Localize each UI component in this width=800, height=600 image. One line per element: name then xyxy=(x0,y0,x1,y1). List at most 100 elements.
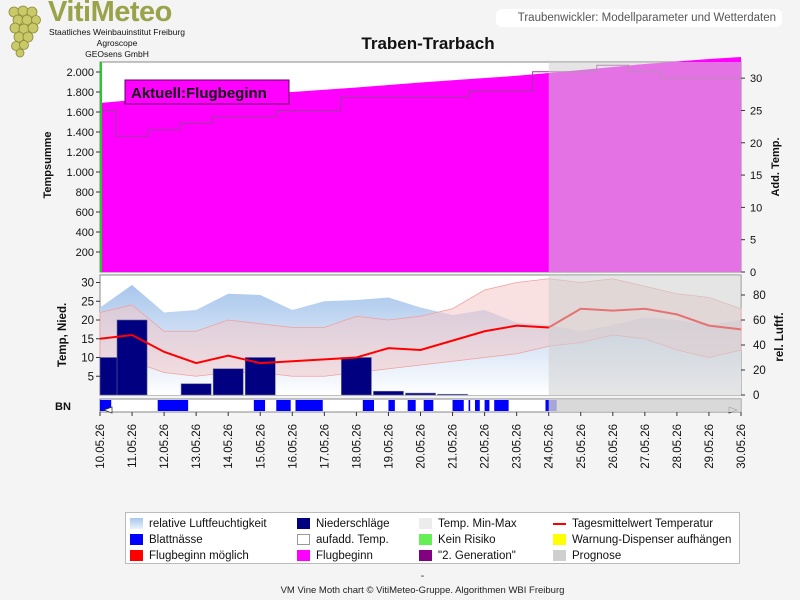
lower-right-tick-label: 40 xyxy=(753,340,766,352)
bn-block xyxy=(452,400,464,411)
bn-block xyxy=(423,400,434,411)
x-tick-label: 27.05.26 xyxy=(640,424,652,469)
x-tick-label: 28.05.26 xyxy=(672,424,684,469)
lower-left-tick-label: 25 xyxy=(81,296,94,308)
upper-left-tick-label: 1.600 xyxy=(66,107,94,119)
bn-block xyxy=(295,400,323,411)
legend-label: relative Luftfeuchtigkeit xyxy=(149,517,267,530)
x-tick-label: 15.05.26 xyxy=(255,424,267,469)
bn-block xyxy=(157,400,189,411)
legend-swatch xyxy=(419,518,432,529)
lower-left-tick-label: 20 xyxy=(81,315,94,327)
bn-block xyxy=(484,400,490,411)
x-tick-label: 23.05.26 xyxy=(512,424,524,469)
upper-left-tick-label: 2.000 xyxy=(66,67,94,79)
legend-swatch xyxy=(419,550,432,561)
legend-item: aufadd. Temp. xyxy=(297,532,419,547)
upper-left-axis-label: Tempsumme xyxy=(42,131,54,198)
legend-label: Prognose xyxy=(572,549,622,562)
legend-swatch xyxy=(553,534,566,545)
x-tick-label: 11.05.26 xyxy=(127,424,139,468)
x-tick-label: 20.05.26 xyxy=(416,424,428,469)
precip-bar xyxy=(341,357,372,396)
upper-left-tick-label: 600 xyxy=(76,207,94,219)
upper-left-tick-label: 1.400 xyxy=(66,127,94,139)
legend-item: Niederschläge xyxy=(297,516,419,531)
upper-right-axis-label: Add. Temp. xyxy=(770,137,782,196)
bn-block xyxy=(362,400,375,411)
x-tick-label: 17.05.26 xyxy=(319,424,331,469)
status-label-box xyxy=(124,79,290,105)
logo-title: VitiMeteo xyxy=(48,0,172,28)
lower-left-tick-label: 5 xyxy=(88,371,94,383)
grape-cluster-icon xyxy=(8,5,41,58)
precip-bar xyxy=(116,319,148,396)
logo-line-agroscope: Agroscope xyxy=(96,38,138,48)
upper-right-tick-label: 30 xyxy=(750,73,762,85)
chart-title: Traben-Trarbach xyxy=(361,34,495,53)
status-label: Aktuell:Flugbeginn xyxy=(124,79,290,105)
legend-swatch xyxy=(130,518,143,529)
upper-left-tick-label: 1.000 xyxy=(66,167,94,179)
lower-right-axis-label: rel. Luftf. xyxy=(774,312,786,361)
footer-dash: - xyxy=(420,570,425,582)
legend-item: Flugbeginn möglich xyxy=(130,548,297,563)
lower-right-tick-label: 80 xyxy=(753,290,766,302)
x-tick-label: 29.05.26 xyxy=(704,424,716,469)
legend-label: Kein Risiko xyxy=(438,533,496,546)
legend-item: Warnung-Dispenser aufhängen xyxy=(553,532,733,547)
bn-block xyxy=(468,400,471,411)
lower-left-tick-label: 30 xyxy=(81,278,94,290)
x-tick-label: 26.05.26 xyxy=(608,424,620,469)
precip-bar xyxy=(212,368,244,396)
bn-block xyxy=(253,400,266,411)
precip-bar xyxy=(437,393,468,396)
legend-label: Niederschläge xyxy=(316,517,390,530)
x-tick-label: 10.05.26 xyxy=(95,424,107,469)
lower-left-tick-label: 15 xyxy=(81,334,94,346)
prognose-overlay-bn xyxy=(548,399,741,412)
bn-block xyxy=(407,400,416,411)
legend-label: Flugbeginn möglich xyxy=(149,549,249,562)
lower-right-tick-label: 60 xyxy=(753,315,766,327)
upper-left-tick-label: 200 xyxy=(76,247,94,259)
bn-block xyxy=(276,400,291,411)
legend-label: aufadd. Temp. xyxy=(316,533,389,546)
x-tick-label: 12.05.26 xyxy=(159,424,171,469)
legend-swatch xyxy=(553,522,566,525)
legend-grid: relative Luftfeuchtigkeit Niederschläge Te… xyxy=(130,516,735,563)
footer-credit: VM Vine Moth chart © VitiMeteo-Gruppe. A… xyxy=(280,585,565,596)
lower-right-tick-label: 20 xyxy=(753,365,766,377)
legend-item: Blattnässe xyxy=(130,532,297,547)
x-tick-label: 24.05.26 xyxy=(544,424,556,469)
prognose-overlay-upper xyxy=(548,62,741,272)
upper-right-tick-label: 10 xyxy=(750,202,762,214)
bn-block xyxy=(494,400,509,411)
legend-label: Temp. Min-Max xyxy=(438,517,517,530)
upper-right-tick-label: 0 xyxy=(750,267,756,279)
legend-swatch xyxy=(419,534,432,545)
lower-right-tick-label: 0 xyxy=(753,390,759,402)
upper-right-tick-label: 25 xyxy=(750,105,762,117)
bn-label: BN xyxy=(55,401,71,413)
legend-item: Prognose xyxy=(553,548,733,563)
legend-item: relative Luftfeuchtigkeit xyxy=(130,516,297,531)
legend-label: Flugbeginn xyxy=(316,549,373,562)
precip-bar xyxy=(373,390,404,396)
legend-swatch xyxy=(130,534,143,545)
x-tick-label: 14.05.26 xyxy=(223,424,235,469)
x-tick-label: 16.05.26 xyxy=(287,424,299,469)
x-tick-label: 21.05.26 xyxy=(448,424,460,469)
chart-subtitle: Traubenwickler: Modellparameter und Wett… xyxy=(496,9,782,27)
bn-block xyxy=(388,400,395,411)
legend-swatch xyxy=(553,550,566,561)
status-label-text: Aktuell:Flugbeginn xyxy=(131,85,267,102)
logo-line-institute: Staatliches Weinbauinstitut Freiburg xyxy=(49,27,185,37)
upper-right-tick-label: 15 xyxy=(750,170,762,182)
upper-left-tick-label: 1.200 xyxy=(66,147,94,159)
legend-swatch xyxy=(297,518,310,529)
precip-bar xyxy=(180,383,212,396)
vitimeteo-logo: VitiMeteo Staatliches Weinbauinstitut Fr… xyxy=(2,0,192,62)
x-tick-label: 22.05.26 xyxy=(480,424,492,469)
